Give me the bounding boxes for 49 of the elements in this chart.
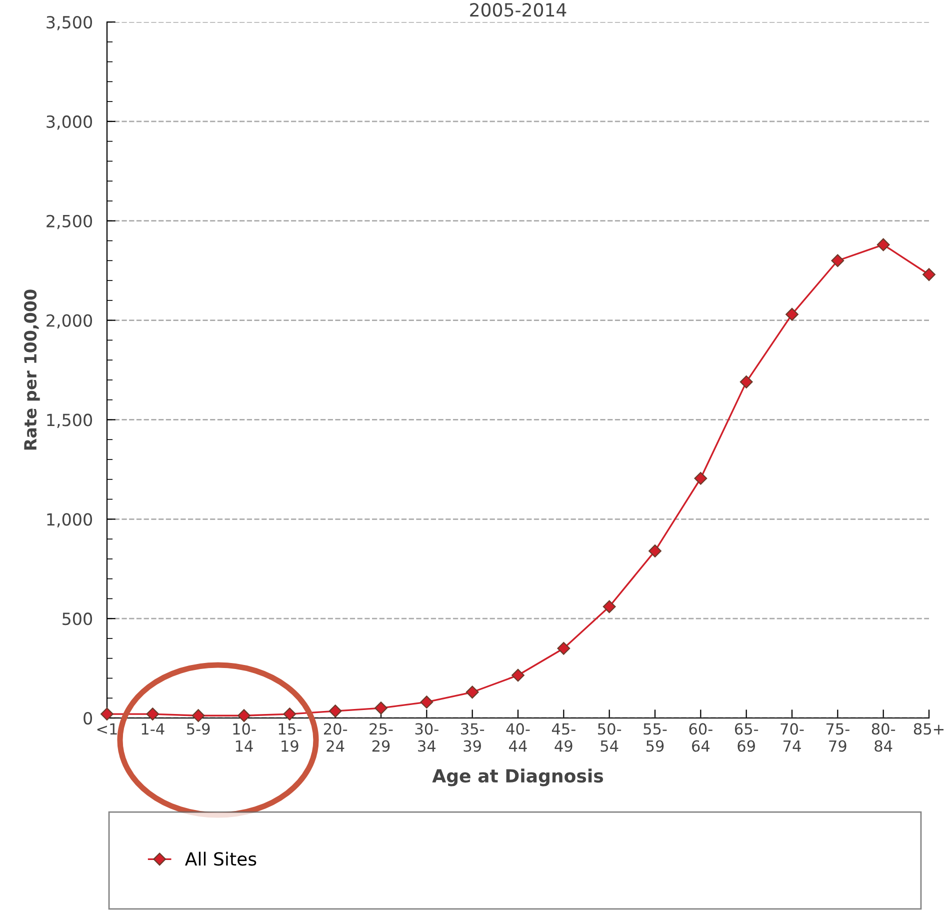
x-tick-label: 50- 54 xyxy=(598,723,622,752)
chart-title: 2005-2014 xyxy=(470,3,566,17)
y-tick-label: 3,000 xyxy=(46,115,92,130)
point xyxy=(328,704,342,718)
y-tick-label: 500 xyxy=(62,612,92,626)
x-tick-label: <1 xyxy=(97,723,117,734)
point xyxy=(283,708,296,720)
y-tick-label: 1,000 xyxy=(47,513,92,528)
x-tick-label: 60- 64 xyxy=(689,723,712,752)
point xyxy=(786,308,798,321)
y-tick-label: 1,500 xyxy=(47,414,92,428)
x-tick-label: 35- 39 xyxy=(461,723,484,752)
point xyxy=(740,375,753,388)
x-tick-label: 5-9 xyxy=(187,723,210,735)
x-tick-label: 10- 14 xyxy=(233,723,256,752)
x-tick-label: 1-4 xyxy=(142,723,164,734)
y-tick-label: 3,500 xyxy=(46,16,92,30)
point xyxy=(420,696,434,709)
x-tick-label: 85+ xyxy=(914,723,944,735)
x-tick-label: 30- 34 xyxy=(415,723,438,752)
y-tick-label: 2,000 xyxy=(46,314,92,329)
y-axis-title: Rate per 100,000 xyxy=(24,290,40,450)
y-tick-label: 2,500 xyxy=(46,214,92,230)
point xyxy=(146,708,160,720)
x-tick-label: 80- 84 xyxy=(872,723,896,752)
x-tick-label: 25- 29 xyxy=(370,723,393,752)
point xyxy=(831,254,844,268)
x-tick-label: 70- 74 xyxy=(780,723,804,752)
point xyxy=(374,702,388,715)
x-tick-label: 75- 79 xyxy=(826,723,850,752)
x-tick-label: 55- 59 xyxy=(644,723,667,752)
point xyxy=(192,709,205,722)
point xyxy=(512,668,524,682)
point xyxy=(602,600,616,614)
x-tick-label: 65- 69 xyxy=(734,723,758,752)
point xyxy=(238,709,250,722)
point xyxy=(876,238,890,252)
point xyxy=(648,544,662,558)
x-tick-label: 40- 44 xyxy=(506,723,530,752)
point xyxy=(466,686,479,699)
y-tick-label: 0 xyxy=(84,712,92,725)
x-tick-label: 20- 24 xyxy=(324,723,348,752)
point xyxy=(694,472,708,485)
x-axis-title: Age at Diagnosis xyxy=(432,768,604,786)
x-tick-label: 15- 19 xyxy=(278,723,302,752)
legend-label: All Sites xyxy=(185,852,256,866)
point xyxy=(557,642,570,655)
point xyxy=(922,268,936,281)
x-tick-label: 45- 49 xyxy=(552,723,576,752)
